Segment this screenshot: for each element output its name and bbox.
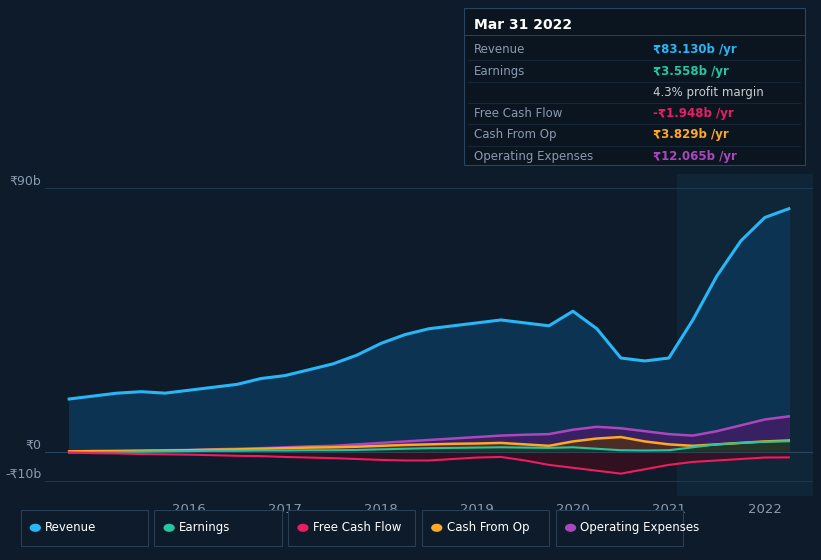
Text: Operating Expenses: Operating Expenses	[580, 521, 699, 534]
Text: Revenue: Revenue	[45, 521, 97, 534]
Text: ₹0: ₹0	[25, 438, 41, 452]
Text: Mar 31 2022: Mar 31 2022	[474, 18, 572, 32]
Text: ₹83.130b /yr: ₹83.130b /yr	[653, 43, 736, 57]
Text: ₹90b: ₹90b	[10, 175, 41, 188]
Text: Earnings: Earnings	[474, 64, 525, 78]
Text: -₹10b: -₹10b	[5, 468, 41, 481]
Bar	[677, 174, 821, 496]
Text: Free Cash Flow: Free Cash Flow	[474, 107, 562, 120]
Text: ₹12.065b /yr: ₹12.065b /yr	[653, 150, 736, 163]
Text: Operating Expenses: Operating Expenses	[474, 150, 593, 163]
Text: ₹3.829b /yr: ₹3.829b /yr	[653, 128, 728, 142]
Text: Earnings: Earnings	[179, 521, 231, 534]
Text: ₹3.558b /yr: ₹3.558b /yr	[653, 64, 728, 78]
Text: Revenue: Revenue	[474, 43, 525, 57]
Text: Free Cash Flow: Free Cash Flow	[313, 521, 401, 534]
Text: Cash From Op: Cash From Op	[474, 128, 556, 142]
Text: 4.3% profit margin: 4.3% profit margin	[653, 86, 764, 99]
Text: -₹1.948b /yr: -₹1.948b /yr	[653, 107, 733, 120]
Text: Cash From Op: Cash From Op	[447, 521, 529, 534]
